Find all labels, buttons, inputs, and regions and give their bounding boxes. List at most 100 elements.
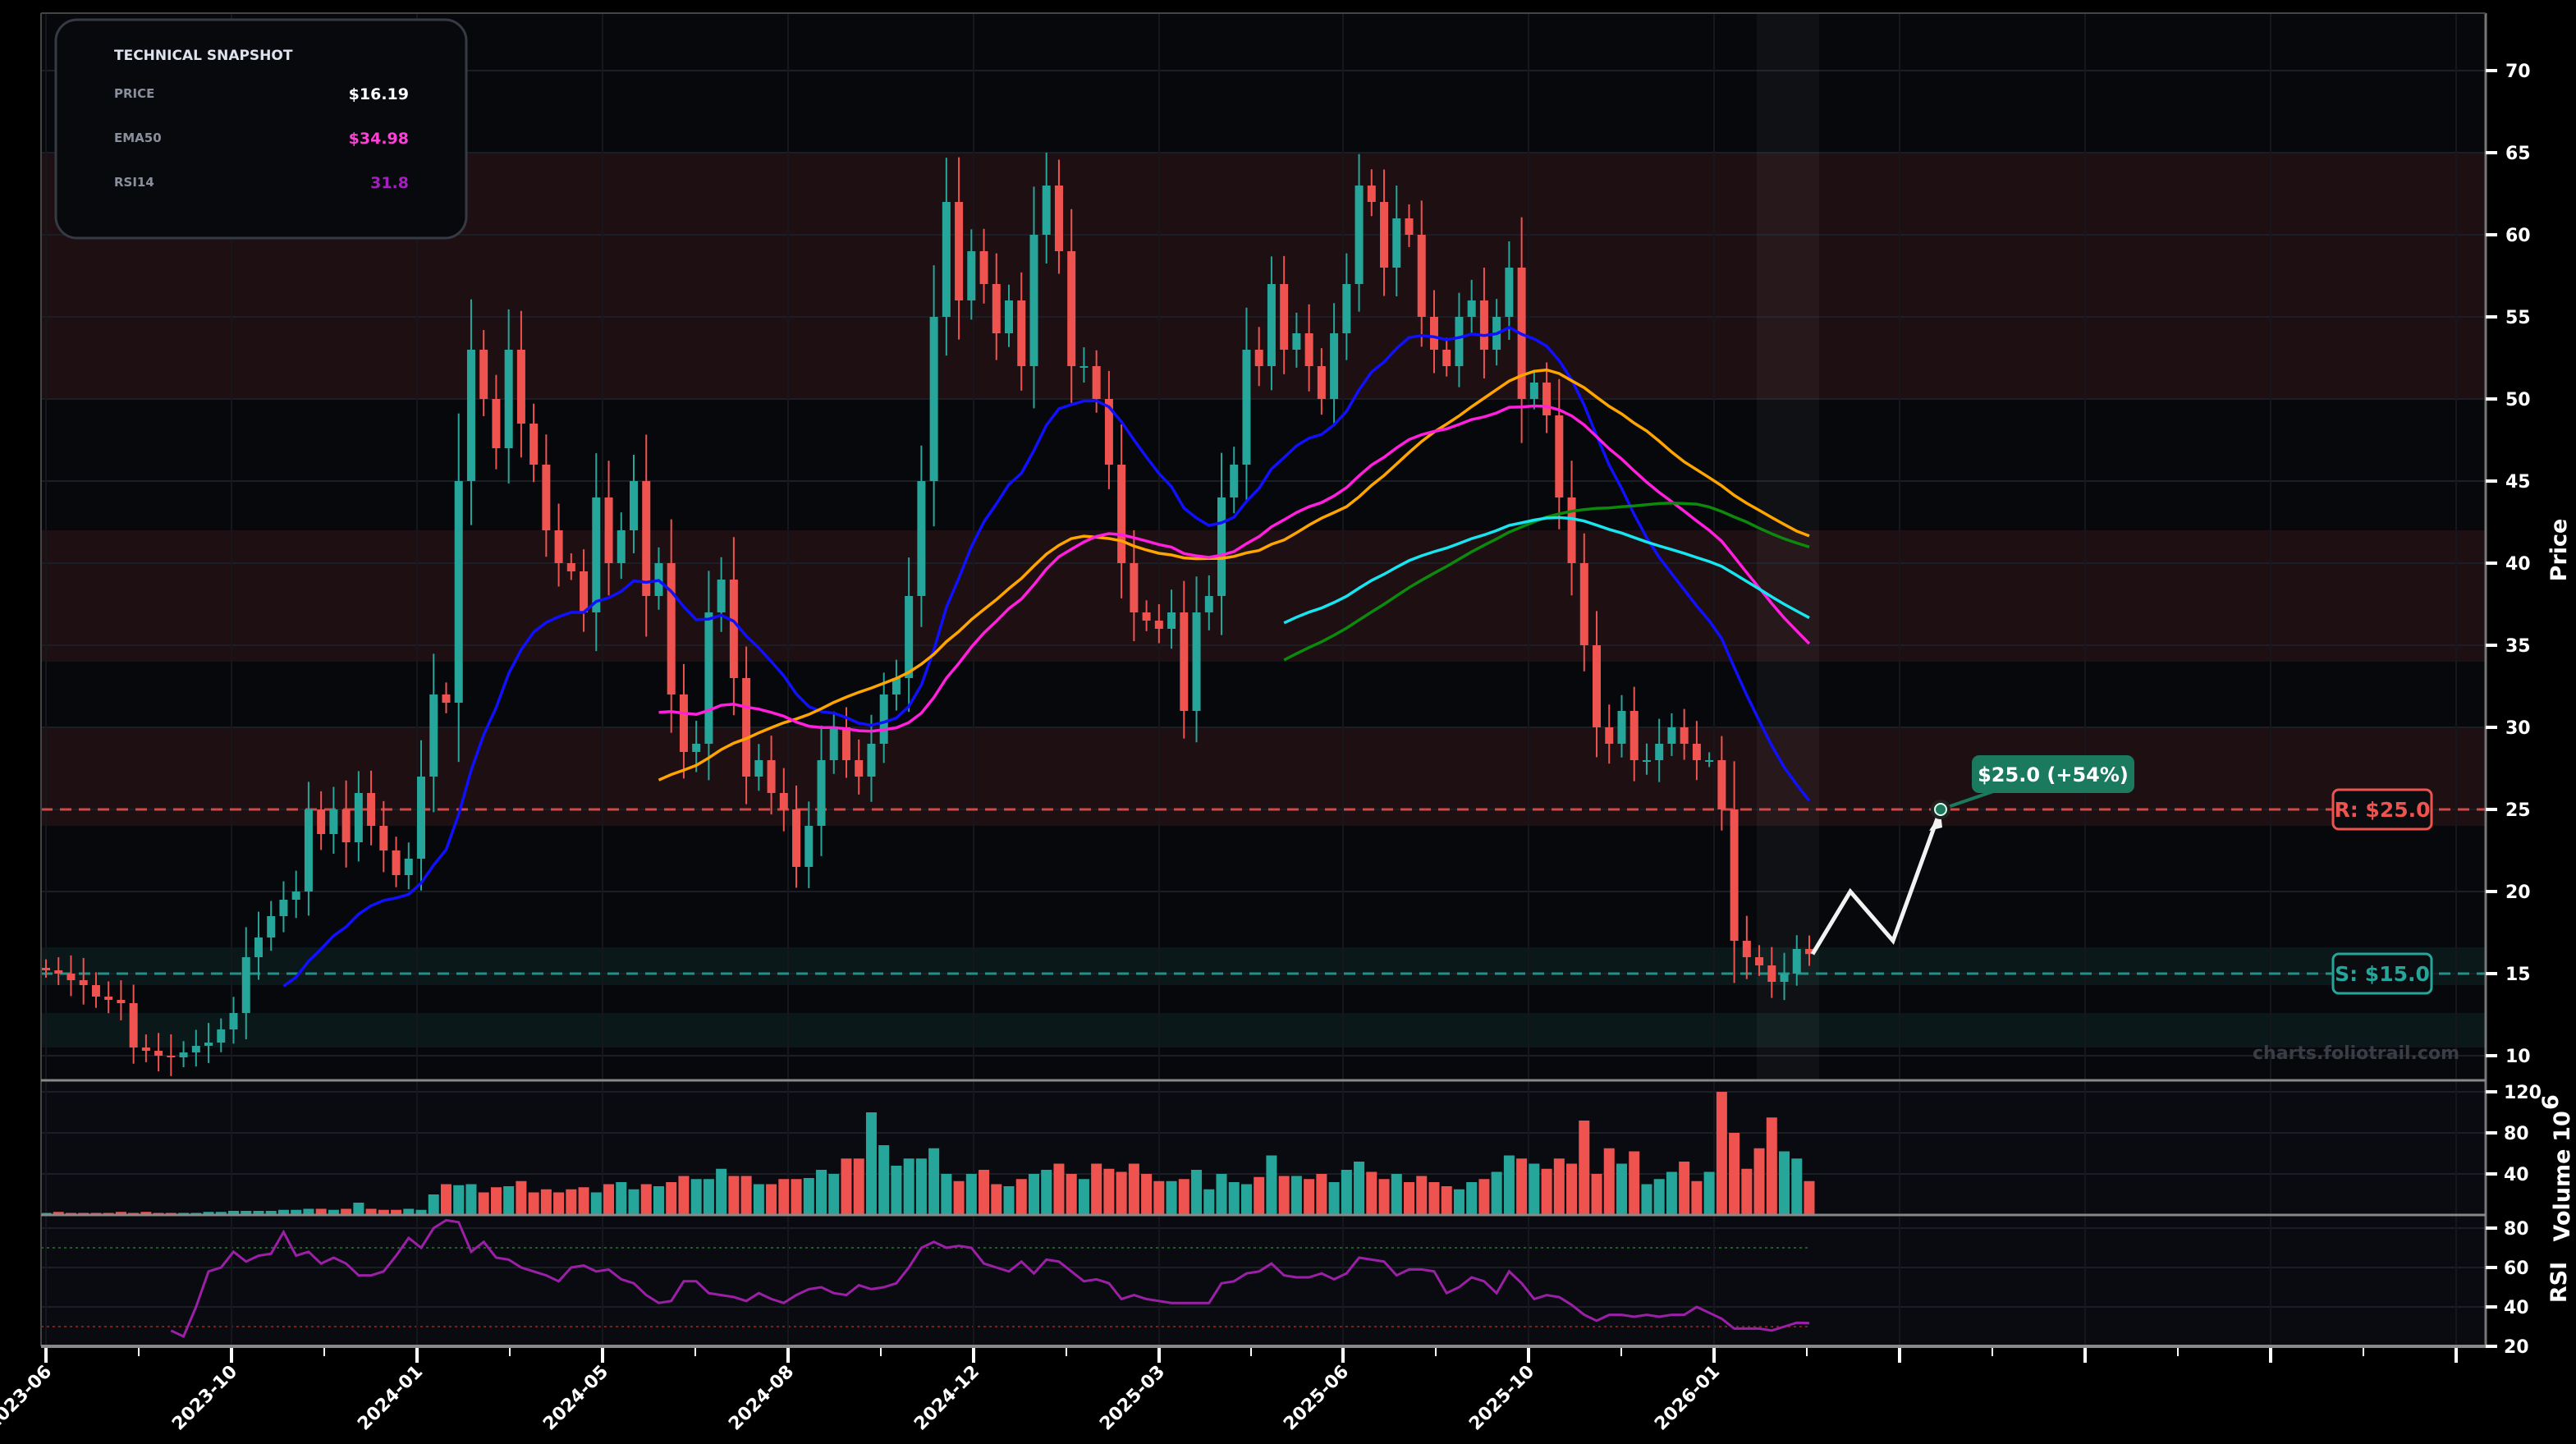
candle [367, 770, 376, 846]
rsi-tick-label: 40 [2504, 1298, 2529, 1318]
candle-body [1380, 202, 1389, 268]
volume-bar [540, 1189, 552, 1215]
candle [1342, 253, 1351, 360]
technical-snapshot-panel: TECHNICAL SNAPSHOT PRICE $16.19 EMA50 $34.9… [54, 18, 468, 240]
volume-bar [666, 1182, 677, 1215]
candle [354, 771, 363, 862]
candle-body [129, 1003, 138, 1047]
candle [392, 837, 401, 887]
candle [554, 503, 563, 587]
candle-body [466, 350, 475, 481]
candle-body [679, 694, 688, 752]
candle-body [1242, 350, 1251, 465]
candle [1567, 461, 1576, 596]
candle [1529, 370, 1538, 410]
volume-bar [1278, 1176, 1290, 1215]
volume-bar [653, 1186, 664, 1215]
candle [1292, 312, 1301, 368]
candle [616, 512, 626, 580]
volume-bar [490, 1187, 502, 1215]
snapshot-label-price: PRICE [114, 86, 154, 101]
candle-body [79, 980, 88, 985]
candle [1730, 761, 1739, 983]
candle-body [616, 530, 626, 563]
candle [942, 158, 951, 356]
price-tick-label: 15 [2505, 965, 2531, 985]
candle-body [1542, 383, 1552, 415]
candle-body [1579, 563, 1588, 645]
volume-bar [728, 1176, 740, 1215]
candle-body [341, 809, 351, 842]
candle [679, 663, 688, 779]
candle-body [1429, 317, 1438, 350]
volume-bar [1766, 1117, 1777, 1215]
candle [1392, 186, 1401, 296]
candle-body [1042, 186, 1051, 235]
candle-body [879, 694, 888, 744]
zones [41, 153, 2486, 1047]
candle-body [167, 1056, 176, 1057]
candle-body [1417, 235, 1426, 317]
volume-bar [1441, 1186, 1452, 1215]
candle-body [1292, 333, 1301, 350]
sr-levels: R: $25.0 S: $15.0 [41, 788, 2486, 995]
price-tick-label: 45 [2505, 472, 2531, 493]
candle-body [1442, 350, 1451, 366]
candle-body [1154, 621, 1163, 629]
candle [279, 881, 288, 933]
candle-body [279, 900, 288, 916]
volume-bar [1290, 1176, 1302, 1215]
volume-bar [215, 1212, 227, 1215]
candle-body [580, 571, 589, 612]
candle-body [492, 399, 501, 448]
candle [1692, 721, 1701, 781]
candle-body [1142, 612, 1151, 621]
volume-bar [315, 1208, 327, 1215]
candle-body [1304, 333, 1313, 366]
candle-body [429, 694, 438, 777]
ma-line-sma50 [658, 368, 1810, 782]
volume-bar [203, 1212, 214, 1215]
volume-bar [228, 1211, 240, 1215]
candle [905, 557, 914, 713]
candle [154, 1033, 163, 1071]
candle-body [516, 350, 525, 424]
volume-bar [590, 1192, 602, 1215]
candle [466, 299, 475, 525]
candle-body [742, 678, 751, 777]
candle-body [54, 970, 63, 974]
volume-bar [979, 1170, 990, 1215]
candle [804, 801, 814, 888]
candle-body [1555, 415, 1564, 497]
candle-body [1317, 366, 1326, 399]
candle-body [1705, 760, 1714, 762]
volume-bar [1066, 1174, 1077, 1215]
volume-bar [1028, 1174, 1039, 1215]
volume-bar [1041, 1170, 1052, 1215]
snapshot-value-ema50: $34.98 [349, 130, 409, 148]
candle-body [804, 826, 814, 867]
candle-body [204, 1043, 213, 1046]
volume-bar [1341, 1170, 1352, 1215]
volume-bar [1128, 1163, 1139, 1215]
candle [254, 911, 263, 980]
candle-body [1267, 284, 1276, 366]
volume-bar [1216, 1174, 1227, 1215]
volume-bar [1703, 1171, 1715, 1215]
snapshot-value-price: $16.19 [349, 85, 409, 103]
candle [1154, 604, 1163, 644]
volume-bar [328, 1209, 339, 1215]
candle-body [141, 1047, 150, 1051]
support-zone [41, 947, 2486, 985]
candle-body [42, 967, 50, 970]
candle-body [992, 284, 1001, 333]
volume-bar [1091, 1163, 1102, 1215]
candle-body [1593, 645, 1602, 727]
volume-bar [1203, 1189, 1215, 1215]
candle-body [1629, 711, 1639, 760]
candle-body [1617, 711, 1626, 744]
candle-body [817, 760, 826, 826]
candle-body [1230, 465, 1239, 497]
volume-bar [953, 1180, 965, 1215]
candle-body [367, 793, 376, 826]
